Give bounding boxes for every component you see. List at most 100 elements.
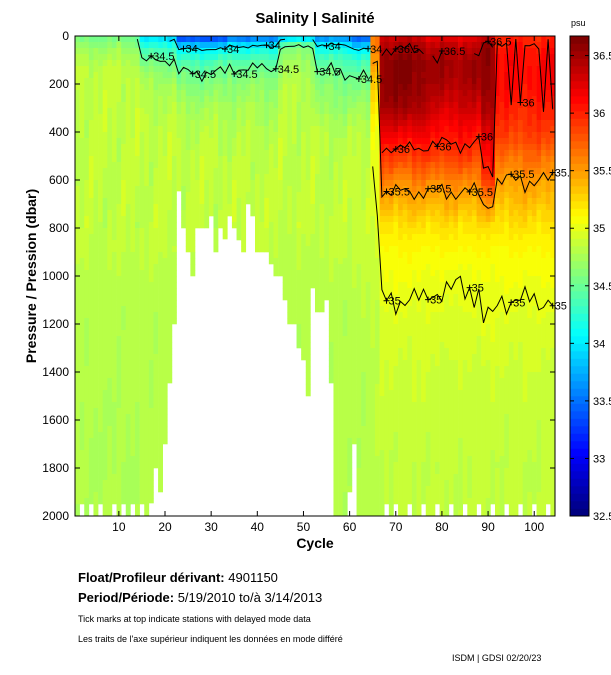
- heatmap-cell: [121, 216, 127, 223]
- heatmap-cell: [425, 432, 431, 439]
- heatmap-cell: [93, 132, 99, 139]
- heatmap-cell: [361, 510, 367, 517]
- heatmap-cell: [282, 228, 288, 235]
- heatmap-cell: [402, 462, 408, 469]
- heatmap-cell: [218, 72, 223, 79]
- heatmap-cell: [365, 354, 371, 361]
- heatmap-cell: [379, 318, 385, 325]
- heatmap-cell: [181, 36, 187, 43]
- heatmap-cell: [430, 402, 436, 409]
- heatmap-cell: [278, 246, 283, 253]
- heatmap-cell: [231, 60, 237, 67]
- heatmap-cell: [199, 42, 205, 49]
- heatmap-cell: [398, 126, 403, 133]
- heatmap-cell: [338, 162, 343, 169]
- heatmap-cell: [384, 288, 390, 295]
- heatmap-cell: [116, 438, 122, 445]
- heatmap-cell: [402, 420, 408, 427]
- heatmap-cell: [398, 336, 403, 343]
- heatmap-cell: [398, 264, 403, 271]
- heatmap-cell: [79, 228, 85, 235]
- heatmap-cell: [388, 126, 394, 133]
- heatmap-cell: [365, 312, 371, 319]
- heatmap-cell: [444, 36, 450, 43]
- heatmap-cell: [88, 114, 94, 121]
- heatmap-cell: [379, 78, 385, 85]
- heatmap-cell: [384, 198, 390, 205]
- heatmap-cell: [181, 138, 187, 145]
- heatmap-cell: [135, 348, 140, 355]
- heatmap-cell: [310, 144, 316, 151]
- heatmap-cell: [402, 438, 408, 445]
- heatmap-cell: [185, 72, 191, 79]
- heatmap-cell: [287, 90, 293, 97]
- heatmap-cell: [93, 408, 99, 415]
- heatmap-cell: [153, 318, 159, 325]
- heatmap-cell: [278, 108, 283, 115]
- heatmap-cell: [430, 312, 436, 319]
- heatmap-cell: [402, 456, 408, 463]
- heatmap-cell: [351, 306, 357, 313]
- heatmap-cell: [393, 132, 399, 139]
- heatmap-cell: [365, 462, 371, 469]
- heatmap-cell: [435, 318, 440, 325]
- heatmap-cell: [305, 372, 311, 379]
- heatmap-cell: [361, 306, 367, 313]
- heatmap-cell: [227, 204, 233, 211]
- heatmap-cell: [388, 450, 394, 457]
- heatmap-cell: [231, 144, 237, 151]
- heatmap-cell: [315, 138, 320, 145]
- heatmap-cell: [347, 336, 353, 343]
- heatmap-cell: [208, 60, 214, 67]
- heatmap-cell: [158, 156, 163, 163]
- heatmap-cell: [416, 246, 422, 253]
- heatmap-cell: [84, 114, 90, 121]
- heatmap-cell: [305, 354, 311, 361]
- heatmap-cell: [107, 90, 113, 97]
- heatmap-cell: [227, 162, 233, 169]
- heatmap-cell: [425, 504, 431, 511]
- heatmap-cell: [111, 498, 117, 505]
- heatmap-cell: [361, 474, 367, 481]
- heatmap-cell: [153, 294, 159, 301]
- heatmap-cell: [75, 366, 80, 373]
- heatmap-cell: [444, 342, 450, 349]
- heatmap-cell: [130, 342, 136, 349]
- heatmap-cell: [388, 246, 394, 253]
- heatmap-cell: [430, 336, 436, 343]
- heatmap-cell: [416, 222, 422, 229]
- heatmap-cell: [241, 102, 247, 109]
- heatmap-cell: [324, 204, 330, 211]
- heatmap-cell: [282, 108, 288, 115]
- heatmap-cell: [388, 324, 394, 331]
- heatmap-cell: [167, 54, 173, 61]
- heatmap-cell: [356, 252, 362, 259]
- heatmap-cell: [375, 234, 380, 241]
- heatmap-cell: [111, 150, 117, 157]
- heatmap-cell: [347, 60, 353, 67]
- heatmap-cell: [444, 258, 450, 265]
- heatmap-cell: [282, 282, 288, 289]
- heatmap-cell: [375, 360, 380, 367]
- heatmap-cell: [393, 114, 399, 121]
- heatmap-cell: [79, 420, 85, 427]
- heatmap-cell: [255, 168, 260, 175]
- heatmap-cell: [75, 384, 80, 391]
- heatmap-cell: [444, 96, 450, 103]
- heatmap-cell: [98, 84, 103, 91]
- heatmap-cell: [425, 288, 431, 295]
- heatmap-cell: [315, 246, 320, 253]
- heatmap-cell: [315, 204, 320, 211]
- heatmap-cell: [425, 120, 431, 127]
- heatmap-cell: [425, 336, 431, 343]
- heatmap-cell: [93, 468, 99, 475]
- heatmap-cell: [342, 138, 348, 145]
- heatmap-cell: [356, 384, 362, 391]
- heatmap-cell: [439, 192, 445, 199]
- heatmap-cell: [347, 330, 353, 337]
- heatmap-cell: [398, 300, 403, 307]
- heatmap-cell: [111, 342, 117, 349]
- heatmap-cell: [328, 120, 334, 127]
- heatmap-cell: [287, 246, 293, 253]
- heatmap-cell: [241, 72, 247, 79]
